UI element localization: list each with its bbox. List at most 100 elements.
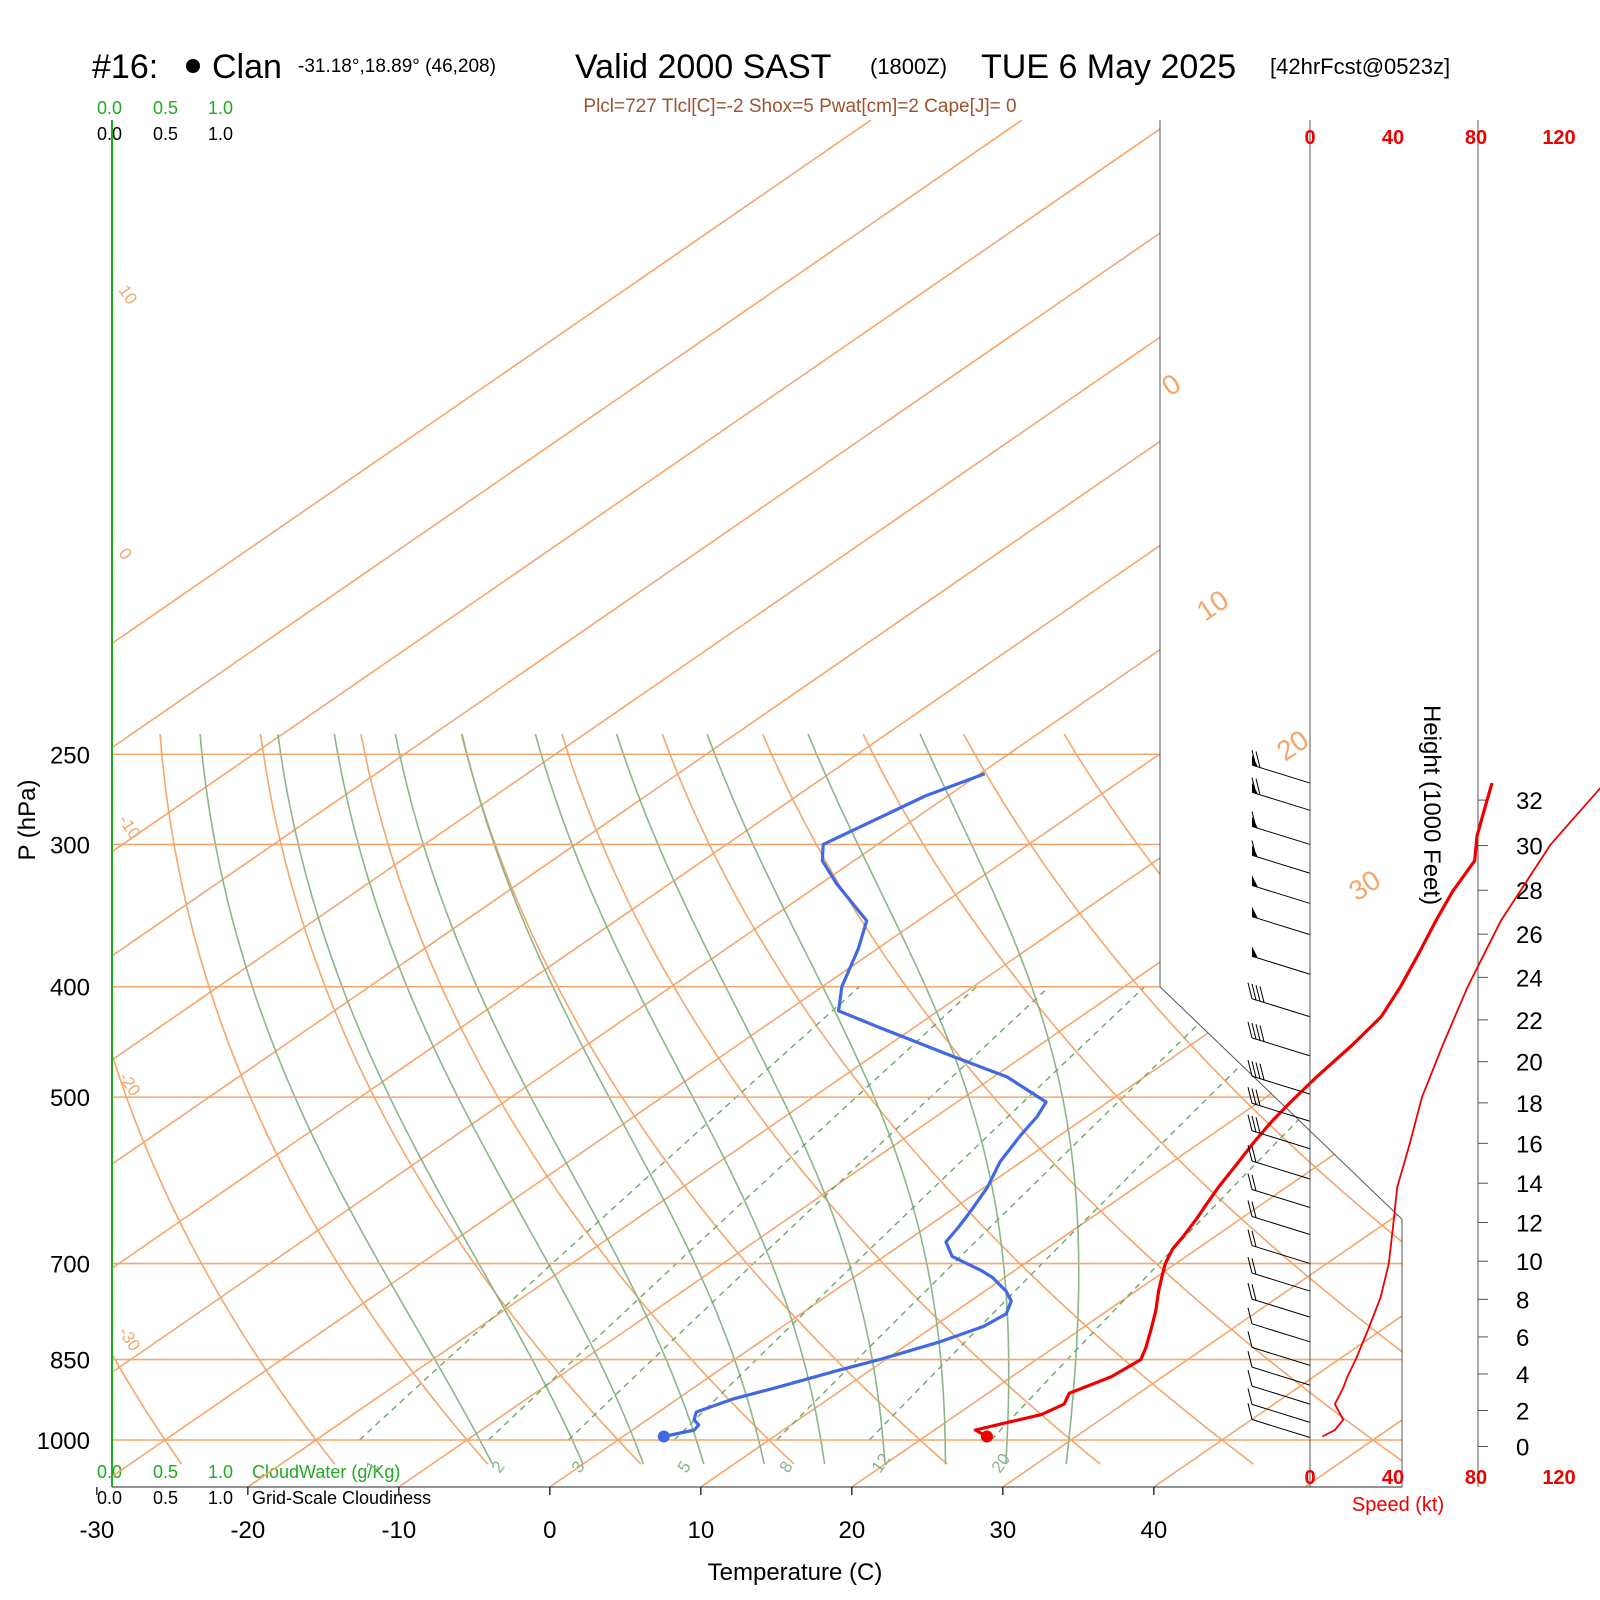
valid-time: Valid 2000 SAST [575,48,831,86]
barb-feather [1247,1229,1253,1246]
barb-staff [1251,825,1311,845]
height-tick-label: 6 [1516,1325,1529,1352]
barb-feather [1251,1258,1257,1275]
pressure-tick-label: 700 [50,1252,90,1279]
barb-feather [1255,985,1261,1002]
wind-barb [1251,946,1311,975]
moist-adiabat-line [615,733,886,1465]
wind-barb [1247,982,1311,1018]
frame-mask [1160,120,1600,1487]
barb-flag [1252,946,1258,959]
cloudwater-tick: 0.5 [153,1462,178,1482]
dry-adiabat-line [360,733,795,1465]
dry-adiabat-line [112,1051,336,1465]
barb-staff [1251,1160,1311,1180]
barb-feather [1251,1088,1257,1105]
mixing-ratio-label: 20 [988,1450,1014,1476]
x-tick-label: -10 [382,1517,417,1544]
axes: -30 -20 -10 0 10 20 30 402503004005007008501000… [37,120,1543,1544]
barb-staff [1251,1366,1311,1386]
moist-adiabat-line [199,734,494,1465]
barb-feather [1251,1115,1257,1133]
temperature-line [973,782,1494,1438]
cloudiness-scale-bottom: 0.0 0.5 1.0 Grid-Scale Cloudiness [97,1488,431,1508]
barb-feather [1247,1282,1253,1300]
x-tick-label: 0 [543,1517,556,1544]
dewpoint-line [663,772,1048,1439]
height-tick-label: 14 [1516,1171,1543,1198]
barb-feather [1247,982,1253,999]
moist-adiabat-line [534,733,826,1465]
isotherm-line [1002,1210,1402,1487]
barb-feather [1255,1089,1261,1106]
wind-barb [1247,1144,1311,1180]
cloudiness-tick: 0.0 [97,1488,122,1508]
cloudwater-scale-bottom: 0.0 0.5 1.0 CloudWater (g/Kg) [97,1462,400,1482]
cloudiness-tick: 1.0 [208,124,233,144]
dry-adiabat-line [259,733,642,1465]
wind-barb [1247,1388,1311,1423]
cloudiness-tick: 0.5 [153,124,178,144]
barb-feather [1251,750,1257,767]
wind-barb [1251,777,1311,811]
surface-temperature-point [980,1430,993,1443]
mixing-ratio-label: 8 [776,1458,797,1477]
speed-tick-label: 40 [1382,127,1404,149]
barb-feather [1247,1403,1253,1420]
barb-staff [1251,1075,1311,1095]
height-tick-label: 32 [1516,788,1543,815]
mixing-ratio-line [673,986,1146,1441]
zulu-time: (1800Z) [870,54,947,79]
indices-line: Plcl=727 Tlcl[C]=-2 Shox=5 Pwat[cm]=2 Ca… [583,96,1016,117]
barb-feather [1247,1200,1253,1217]
wind-barb [1251,875,1311,904]
isotherm-line [112,120,1174,853]
speed-line [1322,787,1600,1438]
cloudwater-tick: 0.5 [153,98,178,118]
barb-feather [1251,1174,1257,1191]
pressure-tick-label: 500 [50,1085,90,1112]
dry-adiabat-line [962,733,1402,1243]
barb-staff [1251,1189,1311,1208]
moist-adiabat-line [919,733,1080,1465]
isotherm-line [112,169,1402,1061]
height-tick-label: 0 [1516,1435,1529,1462]
isotherm-line [112,120,872,645]
height-tick-label: 18 [1516,1091,1543,1118]
wind-barb [1247,1307,1311,1343]
station-name: Clan [212,48,282,86]
dry-adiabat-line [661,733,1254,1465]
wind-barb [1247,1114,1311,1150]
barb-staff [1251,1419,1311,1438]
barb-feather [1247,1369,1253,1387]
wind-barb [1247,1229,1311,1265]
barb-feather [1251,1061,1257,1078]
mixing-ratio-label: 5 [674,1458,695,1477]
right-frame-diagonal [1159,986,1403,1220]
cloudiness-tick: 1.0 [208,1488,233,1508]
mixing-ratio-line [776,986,1238,1441]
wind-barb [1247,1256,1311,1292]
cloudiness-tick: 0.0 [97,124,122,144]
station-marker-icon [186,59,200,73]
surface-dewpoint-point [657,1430,670,1443]
wind-barb [1251,750,1311,784]
wind-barb [1247,1021,1311,1057]
barb-staff [1251,1385,1311,1405]
x-tick-label: 30 [989,1517,1016,1544]
wind-barb [1247,1403,1311,1438]
isotherm-line [112,481,1402,1374]
height-tick-label: 26 [1516,922,1543,949]
mixing-ratio-line [487,986,978,1441]
isotherm-line [112,120,1023,749]
cloudwater-tick: 0.0 [97,98,122,118]
station-number: #16: [92,48,158,86]
barb-staff [1251,955,1311,975]
mixing-ratio-label: 3 [568,1458,589,1477]
speed-axis-label: Speed (kt) [1352,1494,1444,1516]
cloudiness-tick: 0.5 [153,1488,178,1508]
wind-barb [1251,840,1311,874]
moist-adiabat-line [333,733,645,1465]
speed-tick-label: 0 [1304,127,1315,149]
barb-feather [1251,811,1257,828]
